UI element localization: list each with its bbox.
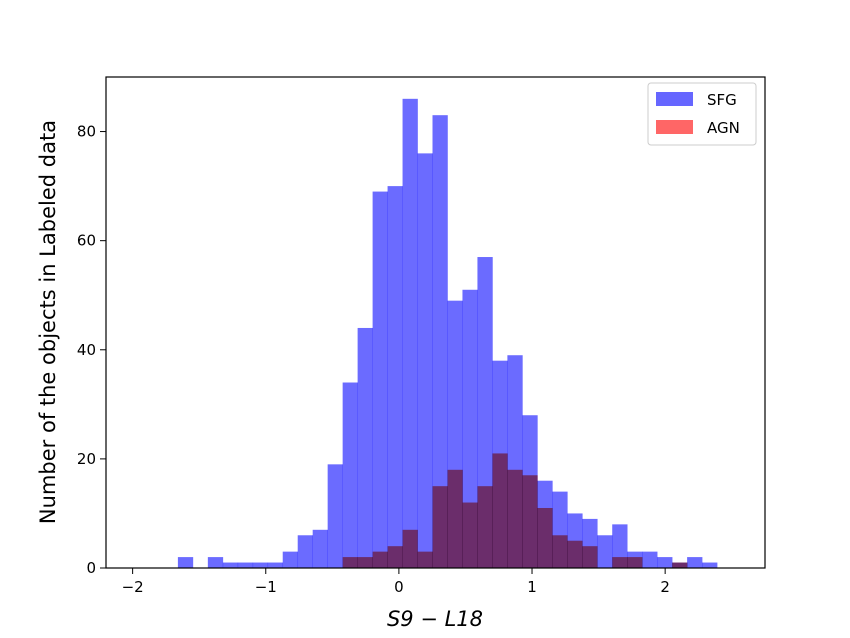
bar-sfg-8: [297, 535, 313, 568]
x-tick-label: 2: [660, 578, 670, 596]
legend-swatch-agn: [656, 120, 693, 134]
x-tick-label: 0: [394, 578, 404, 596]
bar-agn-30: [627, 557, 643, 568]
bar-sfg-6: [267, 562, 284, 568]
bar-agn-21: [492, 453, 508, 568]
bar-sfg-0: [177, 557, 194, 568]
bar-sfg-3: [222, 562, 239, 568]
x-tick-label: 1: [527, 578, 537, 596]
legend-label-sfg: SFG: [707, 91, 737, 109]
bar-agn-26: [567, 540, 583, 568]
bar-agn-13: [372, 551, 388, 568]
legend: SFG AGN: [647, 82, 757, 146]
bar-agn-19: [462, 502, 478, 568]
x-axis-label: S9 − L18: [387, 607, 483, 631]
plot-frame: [105, 76, 766, 569]
bar-sfg-34: [687, 557, 703, 568]
bar-agn-27: [582, 546, 598, 568]
bar-agn-14: [387, 546, 403, 568]
bar-sfg-15: [402, 98, 418, 568]
bar-agn-24: [537, 507, 553, 568]
bar-sfg-31: [642, 551, 658, 568]
bar-sfg-17: [432, 115, 448, 568]
bar-sfg-28: [597, 535, 613, 568]
legend-swatch-sfg: [656, 92, 693, 106]
bar-agn-17: [432, 486, 448, 568]
bar-sfg-7: [282, 551, 299, 568]
bar-agn-20: [477, 486, 493, 568]
bar-agn-15: [402, 529, 418, 568]
y-axis-label: Number of the objects in Labeled data: [36, 120, 60, 524]
bar-agn-22: [507, 469, 523, 568]
y-tick-label: 20: [77, 450, 96, 468]
bar-agn-11: [342, 557, 358, 568]
bar-sfg-10: [327, 464, 343, 568]
bar-sfg-9: [312, 529, 328, 568]
bar-agn-16: [417, 551, 433, 568]
bar-sfg-12: [357, 327, 373, 568]
bar-sfg-35: [702, 562, 718, 568]
bar-sfg-19: [462, 289, 478, 568]
y-axis-ticks: 0 20 40 60 80: [77, 123, 106, 577]
bar-sfg-2: [207, 557, 224, 568]
x-tick-label: −1: [255, 578, 277, 596]
bar-sfg-32: [657, 557, 673, 568]
bar-agn-29: [612, 557, 628, 568]
bar-agn-23: [522, 475, 538, 568]
bar-sfg-11: [342, 382, 358, 568]
y-tick-label: 80: [77, 123, 96, 141]
bar-sfg-14: [387, 186, 403, 569]
y-tick-label: 60: [77, 232, 96, 250]
bar-agn-25: [552, 535, 568, 568]
bar-sfg-29: [612, 524, 628, 568]
histogram-bars: [177, 98, 718, 569]
x-tick-label: −2: [122, 578, 144, 596]
y-tick-label: 0: [86, 559, 96, 577]
bar-sfg-16: [417, 153, 433, 568]
x-axis-ticks: −2 −1 0 1 2: [122, 568, 670, 596]
bar-agn-12: [357, 557, 373, 568]
y-tick-label: 40: [77, 341, 96, 359]
bar-sfg-5: [252, 562, 269, 568]
legend-label-agn: AGN: [707, 119, 740, 137]
bar-sfg-13: [372, 191, 388, 568]
bar-agn-18: [447, 469, 463, 568]
bar-sfg-4: [237, 562, 254, 568]
bar-agn-33: [672, 562, 688, 568]
